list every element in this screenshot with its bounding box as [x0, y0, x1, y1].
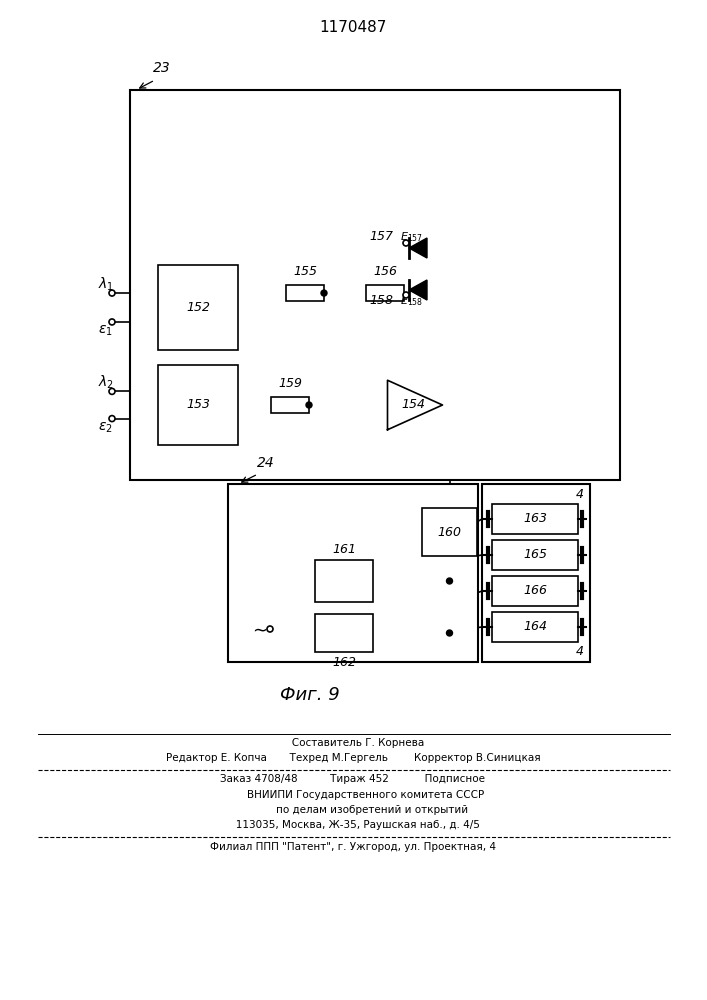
- Text: Заказ 4708/48          Тираж 452           Подписное: Заказ 4708/48 Тираж 452 Подписное: [221, 774, 486, 784]
- Bar: [158, 265, 238, 350]
- Text: Филиал ППП "Патент", г. Ужгород, ул. Проектная, 4: Филиал ППП "Патент", г. Ужгород, ул. Про…: [210, 842, 496, 852]
- Text: Составитель Г. Корнева: Составитель Г. Корнева: [282, 738, 424, 748]
- Bar: [286, 285, 324, 301]
- Bar: [228, 484, 478, 662]
- Text: 24: 24: [257, 456, 275, 470]
- Text: $\varepsilon_1$: $\varepsilon_1$: [98, 324, 112, 338]
- Text: 164: 164: [523, 620, 547, 634]
- Bar: [482, 484, 590, 662]
- Bar: [492, 576, 578, 606]
- Text: 154: 154: [401, 398, 425, 412]
- Circle shape: [109, 388, 115, 394]
- Bar: [492, 504, 578, 534]
- Text: Редактор Е. Копча       Техред М.Гергель        Корректор В.Синицкая: Редактор Е. Копча Техред М.Гергель Корре…: [165, 753, 540, 763]
- Text: $\sim$: $\sim$: [249, 620, 267, 638]
- Text: 4: 4: [576, 488, 584, 501]
- Bar: [366, 285, 404, 301]
- Circle shape: [109, 416, 115, 422]
- Text: $\varepsilon_2$: $\varepsilon_2$: [98, 420, 112, 435]
- Text: 157: 157: [369, 230, 393, 242]
- Circle shape: [306, 402, 312, 408]
- Text: $\lambda_1$: $\lambda_1$: [98, 275, 114, 293]
- Text: 160: 160: [438, 526, 462, 538]
- Circle shape: [267, 626, 273, 632]
- Text: 161: 161: [332, 543, 356, 556]
- Text: 165: 165: [523, 548, 547, 562]
- Circle shape: [109, 319, 115, 325]
- Text: $E_{157}$: $E_{157}$: [400, 230, 423, 244]
- Polygon shape: [409, 238, 427, 258]
- Text: $E_{158}$: $E_{158}$: [400, 294, 423, 308]
- Bar: [158, 365, 238, 445]
- Polygon shape: [387, 380, 443, 430]
- Bar: [422, 508, 477, 556]
- Text: 155: 155: [293, 265, 317, 278]
- Text: 162: 162: [332, 656, 356, 669]
- Bar: [492, 540, 578, 570]
- Text: 159: 159: [278, 377, 302, 390]
- Polygon shape: [409, 280, 427, 300]
- Bar: [130, 90, 620, 480]
- Text: 152: 152: [186, 301, 210, 314]
- Text: 113035, Москва, Ж-35, Раушская наб., д. 4/5: 113035, Москва, Ж-35, Раушская наб., д. …: [226, 820, 480, 830]
- Bar: [315, 560, 373, 602]
- Text: 158: 158: [369, 294, 393, 306]
- Text: 4: 4: [576, 645, 584, 658]
- Text: Фиг. 9: Фиг. 9: [280, 686, 340, 704]
- Text: $\lambda_2$: $\lambda_2$: [98, 374, 114, 391]
- Text: ВНИИПИ Государственного комитета СССР: ВНИИПИ Государственного комитета СССР: [221, 790, 484, 800]
- Text: 23: 23: [153, 61, 171, 75]
- Circle shape: [403, 240, 409, 246]
- Circle shape: [403, 292, 409, 298]
- Circle shape: [447, 630, 452, 636]
- Text: по делам изобретений и открытий: по делам изобретений и открытий: [238, 805, 469, 815]
- Text: 153: 153: [186, 398, 210, 412]
- Text: 166: 166: [523, 584, 547, 597]
- Bar: [271, 397, 309, 413]
- Circle shape: [109, 290, 115, 296]
- Circle shape: [447, 578, 452, 584]
- Text: 1170487: 1170487: [320, 20, 387, 35]
- Circle shape: [321, 290, 327, 296]
- Bar: [492, 612, 578, 642]
- Text: 156: 156: [373, 265, 397, 278]
- Bar: [315, 614, 373, 652]
- Text: 163: 163: [523, 512, 547, 526]
